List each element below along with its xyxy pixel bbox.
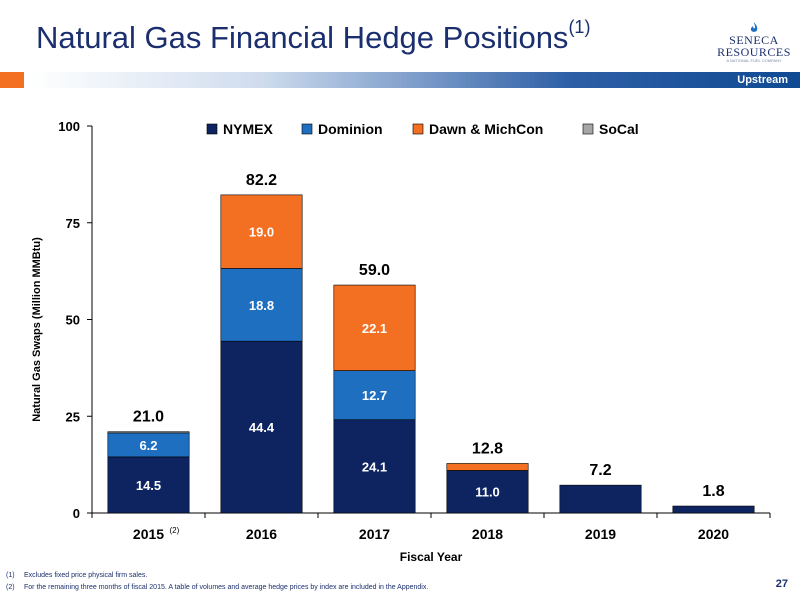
page-number: 27 <box>775 578 788 590</box>
bar-total-label: 1.8 <box>702 483 724 500</box>
bar-total-label: 12.8 <box>472 440 503 457</box>
bar-segment-nymex-2019 <box>559 484 642 514</box>
bar-segment-socal-2015 <box>107 431 190 434</box>
bar-value-label: 24.1 <box>362 459 387 474</box>
logo-tagline: A NATIONAL FUEL COMPANY <box>726 58 782 63</box>
footnote-1-mark: (1) <box>6 572 15 579</box>
footnote-1-text: Excludes fixed price physical firm sales… <box>24 572 148 579</box>
bar-value-label: 44.4 <box>249 420 275 435</box>
legend-label: SoCal <box>599 121 639 137</box>
bar-segment-dominion-2016 <box>220 268 303 342</box>
footnote-2-text: For the remaining three months of fiscal… <box>24 584 429 591</box>
legend-swatch-dawn-michcon <box>412 123 424 135</box>
y-tick-label: 75 <box>66 216 80 231</box>
company-logo: SENECA RESOURCES A NATIONAL FUEL COMPANY <box>716 22 792 63</box>
footnotes: (1) Excludes fixed price physical firm sa… <box>6 570 428 594</box>
x-axis-title: Fiscal Year <box>400 550 463 564</box>
bar-segment-nymex-2015 <box>107 456 190 514</box>
bar-value-label: 19.0 <box>249 225 274 240</box>
x-tick-label: 2019 <box>585 526 616 542</box>
legend-swatch-socal <box>582 123 594 135</box>
footnote-1: (1) Excludes fixed price physical firm sa… <box>6 570 428 582</box>
legend-label: NYMEX <box>223 121 273 137</box>
bar-segment-nymex-2016 <box>220 340 303 514</box>
section-label: Upstream <box>737 74 788 86</box>
title-footnote-mark: (1) <box>568 16 591 37</box>
y-tick-label: 100 <box>58 119 80 134</box>
legend-swatch-nymex <box>206 123 218 135</box>
x-tick-label: 2016 <box>246 526 277 542</box>
bar-total-label: 82.2 <box>246 172 277 189</box>
header-gradient-bar <box>30 72 800 88</box>
bar-value-label: 11.0 <box>475 485 500 500</box>
y-axis-title: Natural Gas Swaps (Million MMBtu) <box>31 237 43 422</box>
page-title-text: Natural Gas Financial Hedge Positions <box>36 20 569 55</box>
logo-text-top: SENECA <box>729 33 779 47</box>
bar-segment-dawn-michcon-2018 <box>446 463 529 471</box>
bar-total-label: 21.0 <box>133 409 164 426</box>
bar-total-label: 59.0 <box>359 262 390 279</box>
x-tick-label: 2015 <box>133 526 164 542</box>
page-title: Natural Gas Financial Hedge Positions(1) <box>36 16 591 56</box>
y-tick-label: 0 <box>73 506 80 521</box>
bar-value-label: 18.8 <box>249 298 274 313</box>
bar-segment-dominion-2017 <box>333 370 416 421</box>
x-tick-label: 2017 <box>359 526 390 542</box>
y-tick-label: 25 <box>66 409 80 424</box>
footnote-2-mark: (2) <box>6 584 15 591</box>
flame-icon <box>750 22 758 32</box>
bar-segment-dawn-michcon-2017 <box>333 284 416 371</box>
bar-value-label: 14.5 <box>136 478 161 493</box>
bar-value-label: 22.1 <box>362 321 387 336</box>
y-tick-label: 50 <box>66 313 80 328</box>
bar-segment-nymex-2017 <box>333 419 416 514</box>
x-tick-footnote-mark: (2) <box>170 526 180 535</box>
legend-swatch-dominion <box>301 123 313 135</box>
footnote-2: (2) For the remaining three months of fis… <box>6 582 428 594</box>
x-tick-label: 2020 <box>698 526 729 542</box>
bar-segment-dawn-michcon-2016 <box>220 194 303 269</box>
header-accent-bar <box>0 72 24 88</box>
legend-label: Dawn & MichCon <box>429 121 543 137</box>
bar-segment-nymex-2018 <box>446 470 529 514</box>
legend-label: Dominion <box>318 121 383 137</box>
bar-total-label: 7.2 <box>589 462 611 479</box>
bar-value-label: 6.2 <box>139 438 157 453</box>
bar-value-label: 12.7 <box>362 388 387 403</box>
logo-text-bottom: RESOURCES <box>717 45 791 59</box>
bar-segment-nymex-2020 <box>672 505 755 514</box>
x-tick-label: 2018 <box>472 526 503 542</box>
